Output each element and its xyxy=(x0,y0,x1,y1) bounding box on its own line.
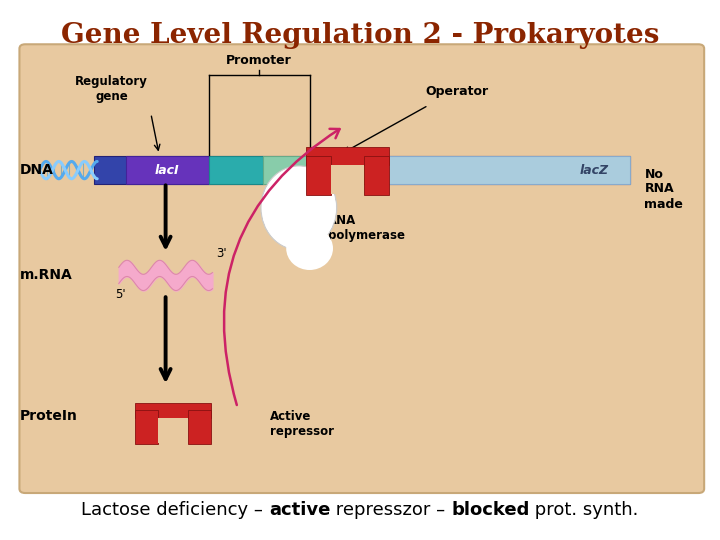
Text: 5': 5' xyxy=(115,288,126,301)
Text: lacZ: lacZ xyxy=(580,164,608,177)
Text: Promoter: Promoter xyxy=(226,55,292,68)
Text: Gene Level Regulation 2 - Prokaryotes: Gene Level Regulation 2 - Prokaryotes xyxy=(60,22,660,49)
Bar xyxy=(126,156,209,184)
FancyArrowPatch shape xyxy=(224,129,340,405)
Bar xyxy=(135,403,210,418)
Text: lacI: lacI xyxy=(155,164,180,177)
Text: No
RNA
made: No RNA made xyxy=(644,167,683,211)
Bar xyxy=(158,418,188,443)
Bar xyxy=(94,156,630,184)
Bar xyxy=(263,156,310,184)
Text: m.RNA: m.RNA xyxy=(20,268,73,282)
Ellipse shape xyxy=(262,166,336,249)
Bar xyxy=(364,156,389,194)
Text: active: active xyxy=(269,501,330,519)
Bar xyxy=(306,156,331,194)
Bar xyxy=(310,156,371,184)
FancyBboxPatch shape xyxy=(19,44,704,493)
Text: blocked: blocked xyxy=(451,501,529,519)
Bar xyxy=(306,147,389,165)
Text: 3': 3' xyxy=(216,247,227,260)
Text: RNA
polymerase: RNA polymerase xyxy=(328,214,405,242)
Bar xyxy=(188,410,210,444)
Bar xyxy=(331,165,364,193)
Text: prot. synth.: prot. synth. xyxy=(529,501,639,519)
Ellipse shape xyxy=(287,227,333,270)
Text: represszor –: represszor – xyxy=(330,501,451,519)
Text: Operator: Operator xyxy=(426,85,489,98)
Ellipse shape xyxy=(261,166,337,249)
Text: Active
repressor: Active repressor xyxy=(270,410,334,438)
Bar xyxy=(209,156,263,184)
Text: Lactose deficiency –: Lactose deficiency – xyxy=(81,501,269,519)
Text: ProtеIn: ProtеIn xyxy=(20,409,78,423)
Text: DNA: DNA xyxy=(20,163,54,177)
Bar xyxy=(371,156,630,184)
Text: Regulatory
gene: Regulatory gene xyxy=(75,75,148,103)
Bar xyxy=(135,410,158,444)
